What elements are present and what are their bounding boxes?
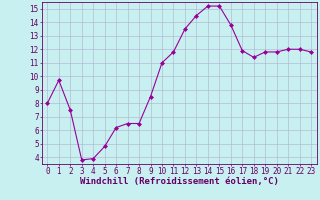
- X-axis label: Windchill (Refroidissement éolien,°C): Windchill (Refroidissement éolien,°C): [80, 177, 279, 186]
